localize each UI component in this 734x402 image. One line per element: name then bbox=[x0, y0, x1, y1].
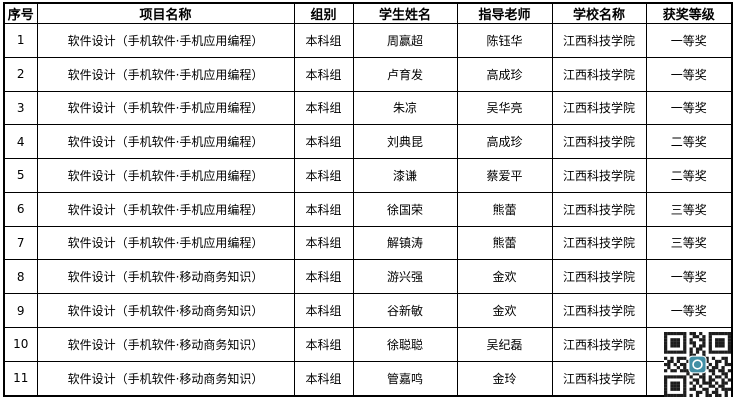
cell-school: 江西科技学院 bbox=[551, 191, 647, 227]
cell-teacher: 熊蕾 bbox=[456, 191, 553, 227]
cell-no: 6 bbox=[3, 191, 38, 227]
cell-group: 本科组 bbox=[293, 326, 354, 362]
cell-teacher: 金欢 bbox=[456, 293, 553, 328]
table-row: 8 软件设计（手机软件·移动商务知识） 本科组 游兴强 金欢 江西科技学院 一等奖 bbox=[3, 259, 733, 295]
qr-code-icon bbox=[664, 332, 731, 397]
cell-school: 江西科技学院 bbox=[551, 259, 647, 295]
cell-project: 软件设计（手机软件·手机应用编程） bbox=[36, 56, 295, 92]
header-group: 组别 bbox=[293, 2, 354, 24]
cell-no: 3 bbox=[3, 90, 38, 126]
cell-teacher: 陈钰华 bbox=[456, 23, 553, 58]
header-student: 学生姓名 bbox=[352, 2, 458, 24]
cell-teacher: 高成珍 bbox=[456, 124, 553, 160]
cell-no: 9 bbox=[3, 293, 38, 328]
cell-teacher: 金欢 bbox=[456, 259, 553, 295]
cell-award: 二等奖 bbox=[645, 158, 733, 193]
cell-teacher: 金玲 bbox=[456, 360, 553, 397]
table-row: 5 软件设计（手机软件·手机应用编程） 本科组 漆谦 蔡爱平 江西科技学院 二等奖 bbox=[3, 158, 733, 193]
cell-no: 1 bbox=[3, 23, 38, 58]
cell-project: 软件设计（手机软件·移动商务知识） bbox=[36, 360, 295, 397]
cell-group: 本科组 bbox=[293, 293, 354, 328]
cell-award: 三等奖 bbox=[645, 225, 733, 261]
cell-school: 江西科技学院 bbox=[551, 23, 647, 58]
cell-no: 10 bbox=[3, 326, 38, 362]
cell-project: 软件设计（手机软件·手机应用编程） bbox=[36, 23, 295, 58]
cell-student: 卢育发 bbox=[352, 56, 458, 92]
cell-school: 江西科技学院 bbox=[551, 293, 647, 328]
cell-school: 江西科技学院 bbox=[551, 225, 647, 261]
cell-project: 软件设计（手机软件·移动商务知识） bbox=[36, 326, 295, 362]
cell-award: 二等奖 bbox=[645, 124, 733, 160]
cell-group: 本科组 bbox=[293, 124, 354, 160]
header-project: 项目名称 bbox=[36, 2, 295, 24]
cell-school: 江西科技学院 bbox=[551, 90, 647, 126]
cell-student: 朱凉 bbox=[352, 90, 458, 126]
table-header: 序号 项目名称 组别 学生姓名 指导老师 学校名称 获奖等级 bbox=[3, 2, 733, 24]
cell-student: 管嘉鸣 bbox=[352, 360, 458, 397]
cell-school: 江西科技学院 bbox=[551, 326, 647, 362]
cell-project: 软件设计（手机软件·手机应用编程） bbox=[36, 158, 295, 193]
cell-student: 谷新敏 bbox=[352, 293, 458, 328]
cell-project: 软件设计（手机软件·手机应用编程） bbox=[36, 124, 295, 160]
cell-school: 江西科技学院 bbox=[551, 56, 647, 92]
cell-project: 软件设计（手机软件·手机应用编程） bbox=[36, 90, 295, 126]
cell-group: 本科组 bbox=[293, 56, 354, 92]
cell-no: 4 bbox=[3, 124, 38, 160]
cell-school: 江西科技学院 bbox=[551, 158, 647, 193]
header-row: 序号 项目名称 组别 学生姓名 指导老师 学校名称 获奖等级 bbox=[3, 2, 733, 24]
table-row: 9 软件设计（手机软件·移动商务知识） 本科组 谷新敏 金欢 江西科技学院 一等奖 bbox=[3, 293, 733, 328]
cell-no: 8 bbox=[3, 259, 38, 295]
cell-teacher: 高成珍 bbox=[456, 56, 553, 92]
table-row: 6 软件设计（手机软件·手机应用编程） 本科组 徐国荣 熊蕾 江西科技学院 三等奖 bbox=[3, 191, 733, 227]
table-row: 11 软件设计（手机软件·移动商务知识） 本科组 管嘉鸣 金玲 江西科技学院 bbox=[3, 360, 733, 397]
cell-no: 7 bbox=[3, 225, 38, 261]
table-row: 1 软件设计（手机软件·手机应用编程） 本科组 周赢超 陈钰华 江西科技学院 一等奖 bbox=[3, 23, 733, 58]
cell-teacher: 熊蕾 bbox=[456, 225, 553, 261]
cell-group: 本科组 bbox=[293, 23, 354, 58]
table-body: 1 软件设计（手机软件·手机应用编程） 本科组 周赢超 陈钰华 江西科技学院 一等奖 2 软件设… bbox=[3, 23, 733, 397]
cell-award: 一等奖 bbox=[645, 56, 733, 92]
table-row: 4 软件设计（手机软件·手机应用编程） 本科组 刘典昆 高成珍 江西科技学院 二等奖 bbox=[3, 124, 733, 160]
cell-award: 一等奖 bbox=[645, 259, 733, 295]
cell-project: 软件设计（手机软件·手机应用编程） bbox=[36, 225, 295, 261]
cell-award: 一等奖 bbox=[645, 293, 733, 328]
cell-teacher: 吴纪磊 bbox=[456, 326, 553, 362]
cell-project: 软件设计（手机软件·移动商务知识） bbox=[36, 259, 295, 295]
cell-no: 11 bbox=[3, 360, 38, 397]
header-no: 序号 bbox=[3, 2, 38, 24]
cell-teacher: 蔡爱平 bbox=[456, 158, 553, 193]
cell-award: 一等奖 bbox=[645, 90, 733, 126]
cell-school: 江西科技学院 bbox=[551, 124, 647, 160]
cell-group: 本科组 bbox=[293, 158, 354, 193]
cell-group: 本科组 bbox=[293, 90, 354, 126]
cell-group: 本科组 bbox=[293, 225, 354, 261]
cell-student: 徐聪聪 bbox=[352, 326, 458, 362]
header-teacher: 指导老师 bbox=[456, 2, 553, 24]
header-award: 获奖等级 bbox=[645, 2, 733, 24]
table-row: 7 软件设计（手机软件·手机应用编程） 本科组 解镇涛 熊蕾 江西科技学院 三等奖 bbox=[3, 225, 733, 261]
cell-group: 本科组 bbox=[293, 360, 354, 397]
cell-award: 三等奖 bbox=[645, 191, 733, 227]
cell-school: 江西科技学院 bbox=[551, 360, 647, 397]
table-row: 2 软件设计（手机软件·手机应用编程） 本科组 卢育发 高成珍 江西科技学院 一等奖 bbox=[3, 56, 733, 92]
cell-project: 软件设计（手机软件·移动商务知识） bbox=[36, 293, 295, 328]
cell-teacher: 吴华亮 bbox=[456, 90, 553, 126]
cell-student: 解镇涛 bbox=[352, 225, 458, 261]
cell-no: 2 bbox=[3, 56, 38, 92]
cell-student: 刘典昆 bbox=[352, 124, 458, 160]
cell-student: 漆谦 bbox=[352, 158, 458, 193]
cell-student: 徐国荣 bbox=[352, 191, 458, 227]
cell-group: 本科组 bbox=[293, 191, 354, 227]
awards-table: 序号 项目名称 组别 学生姓名 指导老师 学校名称 获奖等级 1 软件设计（手机软… bbox=[3, 2, 733, 397]
cell-student: 游兴强 bbox=[352, 259, 458, 295]
cell-group: 本科组 bbox=[293, 259, 354, 295]
header-school: 学校名称 bbox=[551, 2, 647, 24]
table-row: 3 软件设计（手机软件·手机应用编程） 本科组 朱凉 吴华亮 江西科技学院 一等奖 bbox=[3, 90, 733, 126]
cell-student: 周赢超 bbox=[352, 23, 458, 58]
cell-no: 5 bbox=[3, 158, 38, 193]
cell-award: 一等奖 bbox=[645, 23, 733, 58]
table-row: 10 软件设计（手机软件·移动商务知识） 本科组 徐聪聪 吴纪磊 江西科技学院 bbox=[3, 326, 733, 362]
cell-project: 软件设计（手机软件·手机应用编程） bbox=[36, 191, 295, 227]
